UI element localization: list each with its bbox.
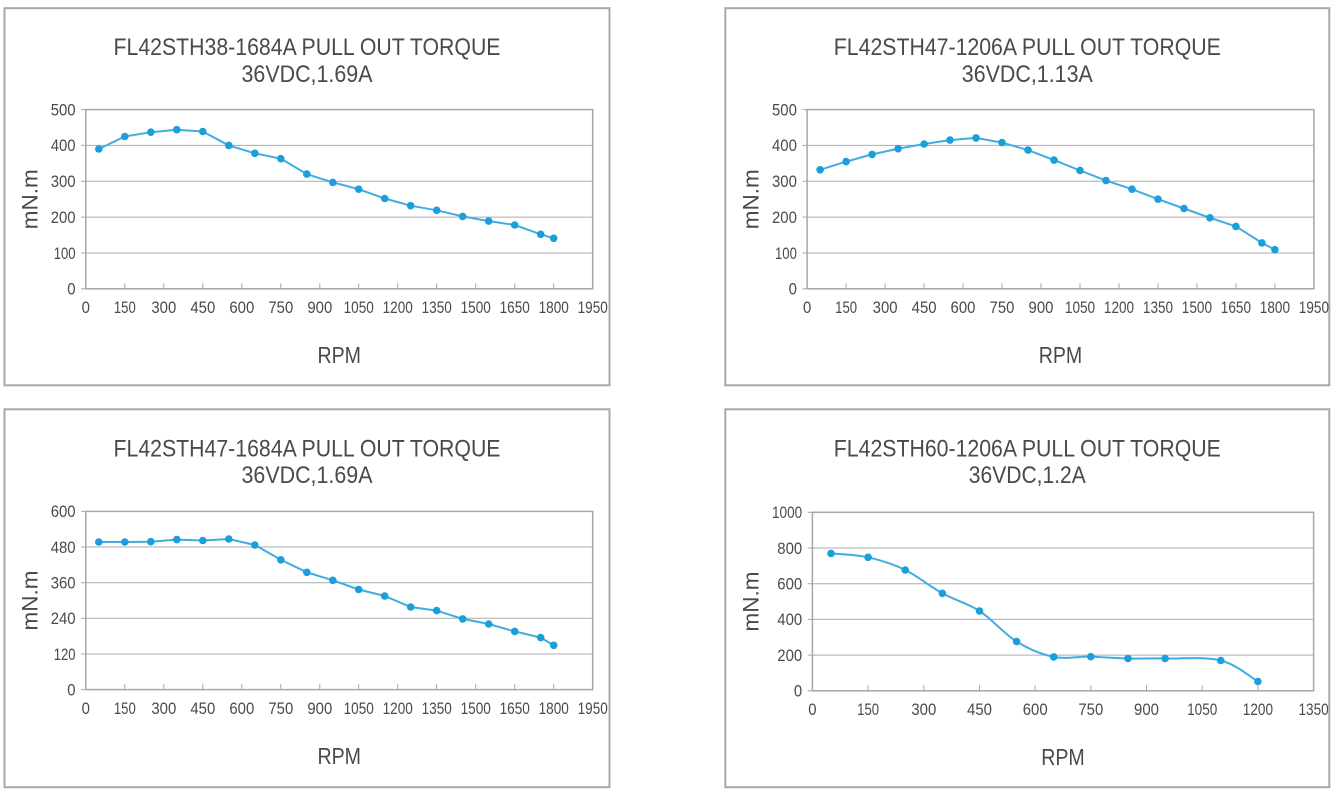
svg-text:500: 500 — [772, 100, 797, 119]
svg-text:100: 100 — [775, 244, 797, 263]
svg-text:1800: 1800 — [1260, 298, 1290, 317]
svg-text:1050: 1050 — [1065, 298, 1095, 317]
svg-text:0: 0 — [808, 700, 816, 719]
svg-text:450: 450 — [912, 298, 937, 317]
svg-text:1350: 1350 — [422, 699, 452, 718]
svg-text:600: 600 — [229, 298, 254, 317]
svg-text:1500: 1500 — [461, 298, 491, 317]
svg-text:750: 750 — [268, 298, 293, 317]
svg-text:36VDC,1.13A: 36VDC,1.13A — [962, 61, 1093, 88]
svg-text:600: 600 — [951, 298, 976, 317]
svg-text:RPM: RPM — [317, 342, 361, 368]
svg-text:300: 300 — [873, 298, 898, 317]
svg-text:750: 750 — [990, 298, 1015, 317]
svg-text:1350: 1350 — [1299, 700, 1329, 719]
svg-text:480: 480 — [51, 538, 76, 557]
svg-text:1500: 1500 — [461, 699, 491, 718]
svg-text:900: 900 — [1134, 700, 1159, 719]
svg-text:150: 150 — [114, 298, 136, 317]
svg-text:240: 240 — [51, 609, 76, 628]
svg-text:1650: 1650 — [500, 298, 530, 317]
svg-text:1050: 1050 — [1187, 700, 1217, 719]
svg-text:150: 150 — [857, 700, 879, 719]
svg-text:400: 400 — [51, 136, 76, 155]
svg-text:300: 300 — [151, 298, 176, 317]
svg-text:1200: 1200 — [1243, 700, 1273, 719]
svg-text:1950: 1950 — [578, 699, 608, 718]
svg-text:300: 300 — [772, 172, 797, 191]
svg-text:900: 900 — [1029, 298, 1054, 317]
svg-text:600: 600 — [229, 699, 254, 718]
svg-text:36VDC,1.69A: 36VDC,1.69A — [242, 462, 373, 489]
svg-text:0: 0 — [82, 298, 90, 317]
svg-text:120: 120 — [54, 645, 76, 664]
svg-text:400: 400 — [777, 610, 802, 629]
svg-text:0: 0 — [67, 680, 75, 699]
svg-text:750: 750 — [268, 699, 293, 718]
svg-text:FL42STH38-1684A PULL OUT TORQU: FL42STH38-1684A PULL OUT TORQUE — [114, 34, 501, 61]
svg-text:FL42STH60-1206A PULL OUT TORQU: FL42STH60-1206A PULL OUT TORQUE — [834, 435, 1221, 462]
svg-text:mN.m: mN.m — [17, 169, 42, 229]
svg-text:600: 600 — [51, 502, 76, 521]
svg-text:1000: 1000 — [772, 503, 802, 522]
svg-text:200: 200 — [777, 646, 802, 665]
svg-text:450: 450 — [967, 700, 992, 719]
svg-text:1800: 1800 — [539, 699, 569, 718]
svg-text:FL42STH47-1206A PULL OUT TORQU: FL42STH47-1206A PULL OUT TORQUE — [834, 34, 1221, 61]
svg-text:600: 600 — [777, 575, 802, 594]
svg-text:300: 300 — [151, 699, 176, 718]
svg-text:500: 500 — [51, 100, 76, 119]
svg-text:1050: 1050 — [344, 699, 374, 718]
svg-text:900: 900 — [307, 298, 332, 317]
svg-text:0: 0 — [82, 699, 90, 718]
svg-text:400: 400 — [772, 136, 797, 155]
svg-text:0: 0 — [803, 298, 811, 317]
svg-text:600: 600 — [1023, 700, 1048, 719]
svg-text:1050: 1050 — [344, 298, 374, 317]
svg-text:150: 150 — [114, 699, 136, 718]
svg-text:750: 750 — [1078, 700, 1103, 719]
svg-text:RPM: RPM — [1039, 342, 1083, 368]
svg-text:1650: 1650 — [500, 699, 530, 718]
svg-text:100: 100 — [54, 244, 76, 263]
svg-text:0: 0 — [67, 280, 75, 299]
svg-text:FL42STH47-1684A PULL OUT TORQU: FL42STH47-1684A PULL OUT TORQUE — [114, 435, 501, 462]
svg-text:300: 300 — [911, 700, 936, 719]
svg-text:0: 0 — [794, 682, 802, 701]
svg-text:1200: 1200 — [383, 699, 413, 718]
svg-text:0: 0 — [789, 280, 797, 299]
svg-text:1200: 1200 — [383, 298, 413, 317]
svg-text:200: 200 — [772, 208, 797, 227]
svg-text:800: 800 — [777, 539, 802, 558]
svg-text:mN.m: mN.m — [738, 572, 763, 632]
svg-text:mN.m: mN.m — [17, 571, 42, 631]
svg-text:450: 450 — [190, 699, 215, 718]
svg-text:1800: 1800 — [539, 298, 569, 317]
svg-text:1950: 1950 — [1299, 298, 1329, 317]
svg-text:1200: 1200 — [1104, 298, 1134, 317]
svg-text:36VDC,1.2A: 36VDC,1.2A — [969, 462, 1086, 489]
svg-text:300: 300 — [51, 172, 76, 191]
svg-text:1350: 1350 — [1143, 298, 1173, 317]
svg-text:1650: 1650 — [1221, 298, 1251, 317]
svg-text:RPM: RPM — [1041, 744, 1085, 770]
svg-text:1500: 1500 — [1182, 298, 1212, 317]
svg-text:mN.m: mN.m — [739, 169, 764, 229]
svg-text:36VDC,1.69A: 36VDC,1.69A — [242, 61, 373, 88]
svg-text:1350: 1350 — [422, 298, 452, 317]
svg-text:200: 200 — [51, 208, 76, 227]
svg-text:150: 150 — [835, 298, 857, 317]
svg-text:1950: 1950 — [578, 298, 608, 317]
svg-text:RPM: RPM — [317, 743, 361, 769]
svg-text:360: 360 — [51, 574, 76, 593]
svg-text:450: 450 — [190, 298, 215, 317]
svg-text:900: 900 — [307, 699, 332, 718]
